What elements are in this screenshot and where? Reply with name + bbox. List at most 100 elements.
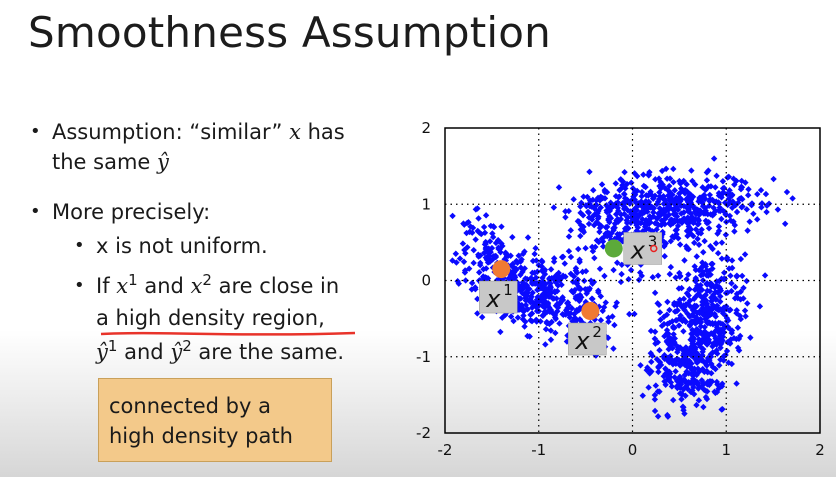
scatter-point [676,190,683,197]
plot-frame [444,127,821,434]
scatter-point [700,249,707,256]
scatter-point [498,223,505,230]
scatter-point [459,240,467,247]
scatter-point [713,172,720,180]
scatter-point [478,313,486,321]
scatter-point [684,220,692,228]
scatter-point [593,197,600,204]
scatter-point [694,282,701,290]
scatter-point [700,192,708,200]
scatter-point [696,368,703,375]
sub-bullet-not-uniform: • x is not uniform. [74,234,268,258]
scatter-point [618,261,626,269]
scatter-point [499,314,506,321]
scatter-point [617,278,625,286]
scatter-point [725,265,733,272]
scatter-point [685,363,693,370]
scatter-point [724,289,731,296]
scatter-point [729,204,736,212]
scatter-point [628,197,635,204]
scatter-point [672,368,679,375]
point-label-box [479,280,518,314]
scatter-point [498,240,505,247]
scatter-point [497,249,504,256]
scatter-point [703,318,710,326]
y-tick-label: 0 [421,272,431,290]
scatter-point [673,204,680,212]
scatter-point [621,210,628,218]
scatter-point [733,208,741,216]
scatter-point [744,192,752,199]
scatter-point [589,196,597,204]
y-tick-label: 1 [421,195,431,213]
scatter-point [763,208,770,216]
scatter-point [770,175,777,183]
scatter-point [713,324,721,331]
scatter-point [629,185,637,192]
scatter-point [696,309,703,317]
scatter-point [595,303,603,310]
scatter-point [543,308,551,316]
scatter-point [675,356,683,364]
scatter-point [621,191,628,198]
point-label: x [574,327,590,355]
scatter-point [671,308,679,315]
y-tick-label: -2 [416,424,431,442]
scatter-point [789,195,796,202]
scatter-point [601,272,608,280]
scatter-point [618,270,625,278]
scatter-point [682,318,689,326]
scatter-point [499,242,506,250]
scatter-point [651,289,659,297]
scatter-point [497,328,504,336]
scatter-point [680,328,687,335]
scatter-point [596,228,603,236]
scatter-point [765,200,773,207]
scatter-point [532,274,540,281]
scatter-point [744,300,751,307]
scatter-point [584,208,592,216]
scatter-point [783,188,791,196]
scatter-point [621,168,628,176]
highlight-point [581,302,600,320]
scatter-point [480,266,487,273]
scatter-point [591,254,598,262]
scatter-point [547,336,555,343]
scatter-point [691,294,699,301]
scatter-point [472,284,479,291]
scatter-point [481,241,489,248]
scatter-point [710,204,717,212]
scatter-point [722,211,729,218]
scatter-point [733,309,740,317]
scatter-point [781,220,789,227]
point-label: x [485,285,501,313]
scatter-point [705,225,713,232]
scatter-point [743,206,750,213]
scatter-point [555,184,563,191]
scatter-point [697,315,704,323]
scatter-point [698,356,705,364]
scatter-point [681,257,688,264]
scatter-point [741,307,749,314]
scatter-point [640,171,647,178]
scatter-point [651,391,659,399]
scatter-point [672,274,679,281]
scatter-point [590,222,598,229]
scatter-point [470,246,477,254]
scatter-point [532,245,539,252]
scatter-point [583,202,590,210]
scatter-point [661,355,668,362]
scatter-point [456,255,464,262]
scatter-point [710,340,717,347]
scatter-point [454,278,461,285]
scatter-point [637,362,644,369]
scatter-point [702,297,710,304]
y-tick-label: -1 [416,348,431,366]
scatter-point [698,286,706,294]
scatter-point [596,265,604,272]
point-label-sup: 1 [503,281,513,299]
scatter-point [709,319,716,327]
scatter-point [664,298,671,306]
scatter-point [649,274,656,281]
